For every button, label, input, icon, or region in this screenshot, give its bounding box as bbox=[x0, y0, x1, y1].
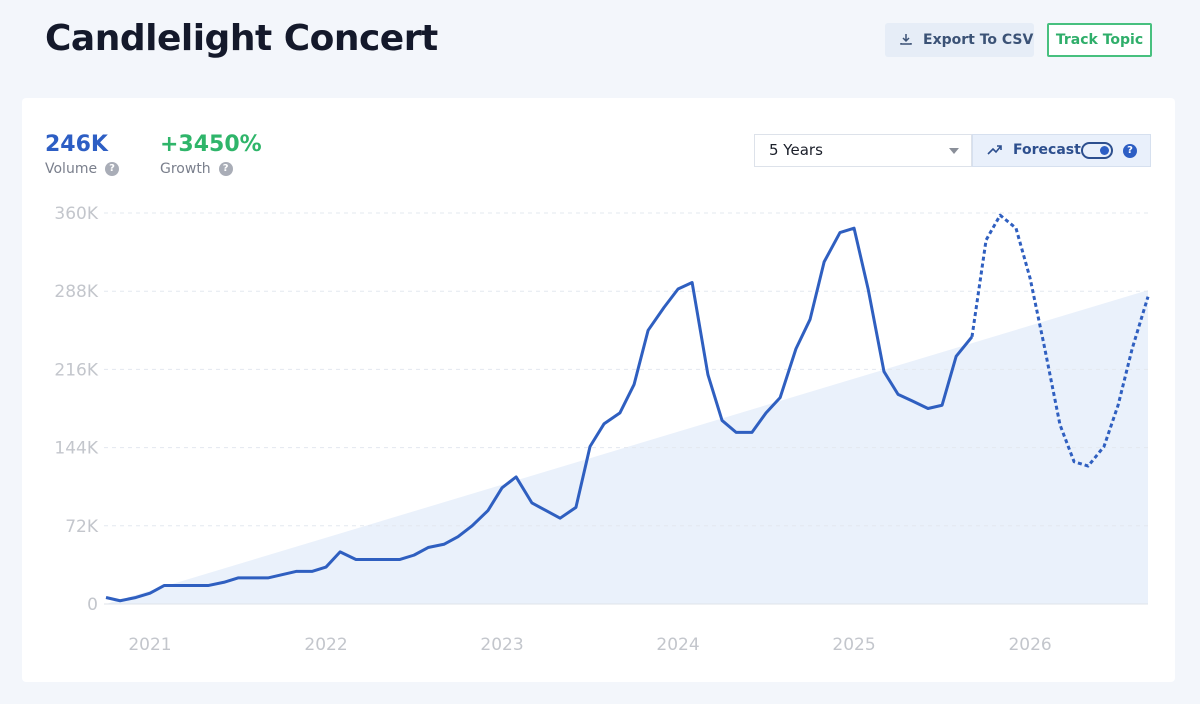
y-tick-label: 216K bbox=[54, 360, 98, 380]
forecast-toggle[interactable] bbox=[1081, 142, 1113, 159]
toggle-knob bbox=[1100, 146, 1109, 155]
forecast-control: Forecast ? bbox=[972, 134, 1151, 167]
help-icon[interactable]: ? bbox=[1123, 144, 1137, 158]
y-tick-label: 144K bbox=[54, 439, 98, 459]
metric-value: 246K bbox=[45, 132, 108, 157]
series-line bbox=[970, 213, 1150, 468]
metric-value: +3450% bbox=[160, 132, 262, 157]
x-tick-label: 2024 bbox=[656, 635, 699, 655]
x-tick-label: 2025 bbox=[832, 635, 875, 655]
series-line bbox=[105, 226, 974, 603]
track-button[interactable]: Track Topic bbox=[1047, 23, 1152, 57]
trend-icon bbox=[987, 145, 1002, 155]
page-title: Candlelight Concert bbox=[45, 18, 438, 59]
y-tick-label: 0 bbox=[87, 595, 98, 615]
download-icon bbox=[900, 34, 912, 45]
x-tick-label: 2026 bbox=[1008, 635, 1051, 655]
y-tick-label: 288K bbox=[54, 282, 98, 302]
metric-label: Growth bbox=[160, 161, 211, 177]
metric: +3450% Growth? bbox=[160, 132, 262, 177]
y-tick-label: 360K bbox=[54, 204, 98, 224]
y-tick-label: 72K bbox=[65, 517, 99, 537]
metric: 246K Volume? bbox=[45, 132, 120, 177]
help-icon[interactable]: ? bbox=[218, 162, 233, 176]
export-label: Export To CSV bbox=[923, 32, 1034, 48]
trend-area bbox=[106, 290, 1148, 604]
forecast-label: Forecast bbox=[1013, 142, 1081, 158]
x-tick-label: 2022 bbox=[304, 635, 347, 655]
x-tick-label: 2023 bbox=[480, 635, 523, 655]
metric-label: Volume bbox=[45, 161, 98, 177]
help-icon[interactable]: ? bbox=[105, 162, 120, 176]
x-tick-label: 2021 bbox=[128, 635, 171, 655]
range-select[interactable]: 5 Years bbox=[754, 134, 972, 167]
export-button[interactable]: Export To CSV bbox=[885, 23, 1034, 57]
